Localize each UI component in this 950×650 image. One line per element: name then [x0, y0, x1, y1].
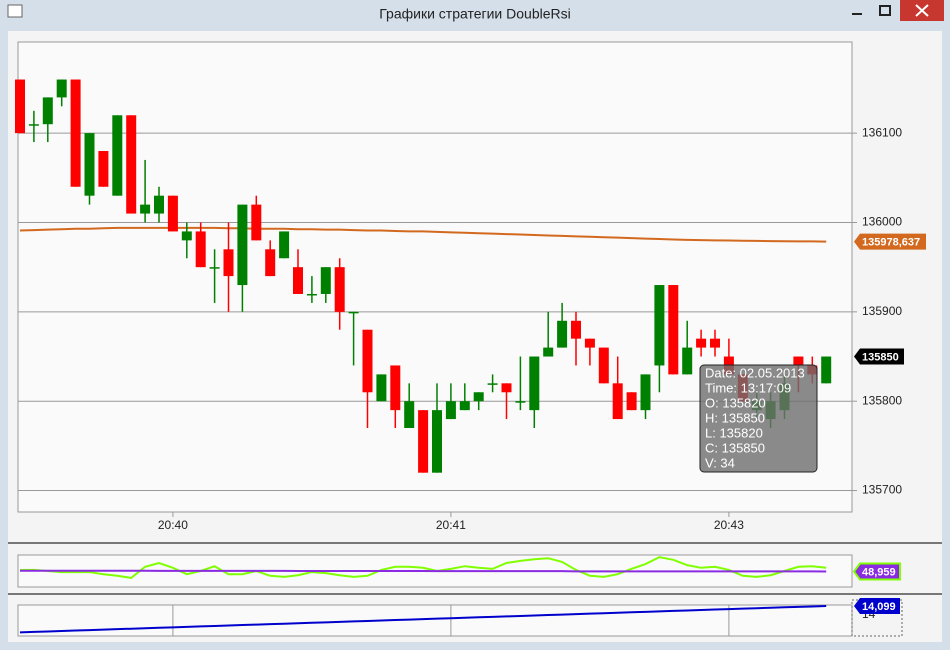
- candle-body: [320, 267, 331, 294]
- candle-body: [793, 356, 804, 366]
- candle-body: [334, 267, 345, 312]
- tooltip-line: O: 135820: [705, 395, 766, 410]
- candle-body: [293, 267, 303, 294]
- candle-body: [126, 115, 137, 214]
- maximize-button[interactable]: [879, 5, 891, 16]
- candle-body: [404, 401, 415, 429]
- candle-body: [557, 320, 568, 348]
- value-badge-label: 135978,637: [862, 236, 920, 248]
- y-tick-label: 135800: [862, 393, 902, 407]
- candle-body: [167, 195, 178, 232]
- tooltip-line: C: 135850: [705, 440, 765, 455]
- candle-body: [584, 338, 595, 348]
- tooltip-line: V: 34: [705, 455, 735, 470]
- y-tick-label: 136100: [862, 125, 902, 139]
- indicator-line: [19, 556, 827, 579]
- tooltip-line: L: 135820: [705, 425, 763, 440]
- candle-body: [668, 285, 679, 375]
- candle-body: [237, 204, 248, 286]
- candle-body: [154, 195, 164, 214]
- candle-body: [15, 79, 25, 134]
- tooltip-box: [699, 364, 818, 473]
- candle-body: [140, 204, 151, 214]
- candle-body: [543, 347, 554, 357]
- candle-body: [98, 151, 109, 187]
- y-tick-label: 136000: [862, 215, 902, 229]
- y-tick-label: 135700: [862, 483, 902, 497]
- tooltip-line: Date: 02.05.2013: [705, 365, 805, 380]
- candle-body: [306, 293, 317, 296]
- x-tick-label: 20:40: [158, 518, 188, 532]
- candle-body: [279, 231, 290, 259]
- candle-body: [112, 115, 123, 196]
- tooltip-line: Time: 13:17:09: [705, 380, 791, 395]
- indicator-line: [20, 569, 827, 573]
- candle-body: [473, 392, 484, 402]
- candle-body: [195, 231, 206, 268]
- candle-body: [376, 374, 387, 402]
- candle-body: [84, 133, 95, 196]
- value-badge: [854, 233, 926, 250]
- candle-body: [571, 320, 581, 339]
- value-badge: [852, 562, 901, 581]
- candle-body: [515, 401, 526, 403]
- candle-body: [710, 338, 720, 348]
- value-badge-label: 135850: [862, 351, 899, 363]
- candle-body: [682, 347, 693, 375]
- candle-body: [432, 410, 442, 473]
- candle-body: [418, 410, 429, 473]
- candle-body: [640, 374, 651, 411]
- candle-body: [696, 338, 707, 348]
- candle-body: [626, 392, 637, 411]
- candle-body: [181, 231, 192, 241]
- candle-body: [598, 347, 609, 384]
- x-tick-label: 20:41: [436, 518, 466, 532]
- close-icon: [915, 4, 929, 17]
- tooltip-line: H: 135850: [705, 410, 765, 425]
- value-badge: [854, 348, 904, 365]
- candle-body: [42, 97, 53, 125]
- candle-body: [821, 356, 832, 384]
- candle-body: [348, 311, 359, 314]
- candle-body: [459, 401, 470, 411]
- candle-body: [265, 249, 276, 277]
- x-tick-label: 20:43: [714, 518, 744, 532]
- value-badge-label: 14,099: [862, 601, 896, 613]
- value-badge-label: 48,959: [862, 566, 896, 578]
- y-tick-label: 135900: [862, 304, 902, 318]
- candle-body: [28, 124, 39, 126]
- candle-body: [445, 401, 456, 420]
- app-icon: [7, 4, 23, 18]
- candle-body: [612, 383, 623, 420]
- candle-body: [390, 365, 401, 411]
- candle-body: [70, 79, 81, 187]
- indicator-line: [19, 605, 827, 634]
- candle-body: [223, 249, 234, 277]
- candle-body: [56, 79, 67, 98]
- candle-body: [362, 329, 373, 393]
- candle-body: [487, 383, 498, 385]
- candle-body: [251, 204, 262, 241]
- value-badge: [854, 598, 900, 615]
- candle-body: [529, 356, 540, 411]
- window-title: Графики стратегии DoubleRsi: [379, 6, 570, 22]
- moving-average: [19, 226, 827, 243]
- candle-body: [501, 383, 512, 393]
- candle-body: [654, 285, 665, 366]
- candle-body: [209, 267, 220, 269]
